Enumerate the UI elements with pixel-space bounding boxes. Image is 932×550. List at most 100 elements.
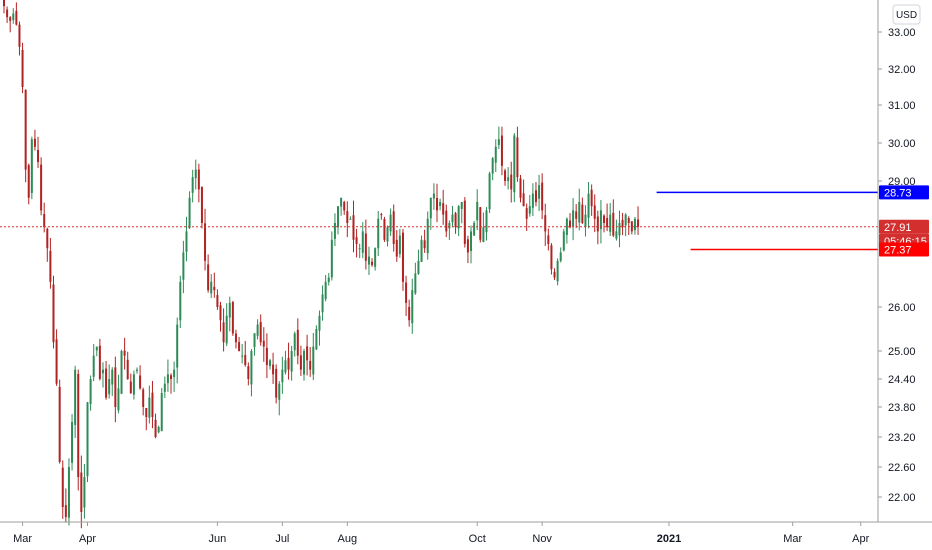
candle-body — [544, 215, 547, 232]
candle — [439, 198, 442, 211]
candle-body — [30, 139, 33, 194]
candle-body — [120, 351, 123, 394]
candle-body — [259, 322, 262, 343]
candle-body — [485, 210, 488, 233]
candle-body — [324, 281, 327, 300]
candle-body — [596, 216, 599, 232]
candle-body — [265, 347, 268, 365]
candle-body — [160, 393, 163, 431]
candle — [429, 197, 432, 230]
candle-body — [315, 329, 318, 350]
candle — [513, 133, 516, 203]
candle — [108, 364, 111, 399]
candle — [238, 336, 241, 352]
candle — [463, 197, 466, 248]
candle — [163, 376, 166, 398]
candle — [380, 212, 383, 220]
candle-body — [204, 223, 207, 261]
candle-body — [637, 219, 640, 227]
candle — [61, 460, 64, 519]
y-tick-label: 22.60 — [888, 462, 916, 474]
candle-body — [309, 360, 312, 370]
candle — [142, 387, 145, 416]
candle-body — [268, 360, 271, 367]
last-price-tag-bg — [879, 219, 929, 234]
candle-body — [275, 368, 278, 398]
candle-body — [599, 210, 602, 230]
x-tick-label: Jun — [209, 533, 227, 545]
candle-body — [405, 282, 408, 303]
candle-body — [321, 294, 324, 313]
y-tick-label: 23.80 — [888, 402, 916, 414]
candle — [633, 217, 636, 235]
candle — [414, 262, 417, 295]
candle-body — [228, 302, 231, 318]
candle — [361, 222, 364, 259]
candle — [148, 385, 151, 424]
candle — [268, 358, 271, 370]
candle — [24, 89, 27, 183]
candle-body — [9, 17, 12, 21]
candle-body — [194, 169, 197, 179]
candle — [473, 221, 476, 236]
candle-body — [27, 165, 30, 198]
candle — [550, 243, 553, 275]
candle-body — [135, 369, 138, 371]
candle — [315, 325, 318, 351]
candle-body — [222, 322, 225, 343]
candle-body — [253, 333, 256, 348]
candle-body — [58, 386, 61, 462]
candle — [318, 310, 321, 346]
candle — [129, 373, 132, 395]
candle-body — [157, 427, 160, 433]
candle — [117, 374, 120, 414]
candle-body — [241, 355, 244, 357]
candle — [507, 167, 510, 190]
candle — [89, 375, 92, 411]
candle-body — [250, 351, 253, 385]
candle — [67, 458, 70, 526]
candle-body — [80, 472, 83, 512]
candle — [572, 198, 575, 241]
candle — [204, 208, 207, 271]
candle — [58, 379, 61, 464]
candle — [225, 303, 228, 347]
candle — [272, 352, 275, 384]
candle-body — [284, 360, 287, 373]
candle — [389, 208, 392, 236]
candle — [516, 126, 519, 182]
x-tick-label: Jul — [275, 533, 289, 545]
candle — [386, 225, 389, 247]
candle — [624, 213, 627, 237]
candle — [228, 296, 231, 332]
candle — [609, 203, 612, 236]
candle — [479, 206, 482, 243]
candle — [559, 247, 562, 263]
candle-body — [488, 173, 491, 210]
candle — [247, 362, 250, 386]
candle — [15, 2, 18, 26]
candle-body — [200, 187, 203, 223]
candle — [423, 229, 426, 253]
candle-body — [238, 342, 241, 351]
candle-body — [377, 218, 380, 249]
candle — [105, 360, 108, 400]
candle-body — [92, 355, 95, 377]
support-tag-text: 27.37 — [884, 244, 912, 256]
support-tag-bg — [879, 242, 929, 257]
candle — [80, 455, 83, 529]
candle-body — [6, 9, 9, 18]
candle — [562, 228, 565, 252]
candle — [349, 216, 352, 220]
candle — [321, 285, 324, 321]
y-tick-label: 32.00 — [888, 64, 916, 76]
candle-body — [435, 197, 439, 211]
candle — [71, 414, 74, 471]
currency-button-label: USD — [896, 10, 917, 21]
candle-body — [445, 210, 448, 232]
candle — [55, 329, 58, 386]
candle — [374, 247, 377, 271]
currency-button[interactable]: USD — [892, 4, 921, 25]
